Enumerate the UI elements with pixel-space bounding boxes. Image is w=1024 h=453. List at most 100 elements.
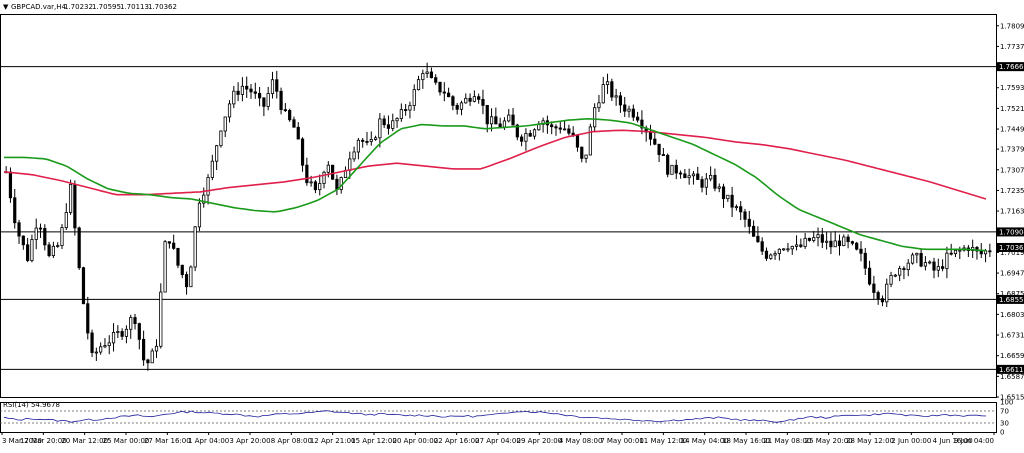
candle [288,108,292,122]
candle [240,77,245,102]
y-tick-label: 1.71630 [1000,208,1024,216]
candle [837,234,842,256]
candle [352,146,356,162]
open-value: 1.70232 [64,3,93,11]
candle [575,133,580,152]
candle [481,89,485,115]
y-tick-label: 1.68750 [1000,290,1024,298]
candle [253,82,257,99]
x-tick-label: 9 Jun 04:00 [954,437,994,445]
candle [133,313,137,330]
candle [34,218,38,250]
candle [373,135,378,141]
candle [296,122,300,140]
candle [318,174,322,196]
candle [661,147,665,156]
candle [17,219,21,244]
y-tick-label: 1.65150 [1000,394,1024,402]
candle [928,260,932,265]
candle [163,239,167,293]
candle [670,164,674,175]
candle [966,244,970,258]
candle [391,113,395,132]
candle [150,348,154,364]
candle [227,100,232,123]
dropdown-icon[interactable]: ▼ [3,3,9,11]
candle [120,328,124,340]
candle [524,128,528,151]
price-tag [997,242,1024,252]
x-tick-label: 18 May 16:00 [722,437,770,445]
candle [678,170,683,179]
candle [68,179,73,215]
candle [893,273,897,278]
candle [562,120,567,131]
x-tick-label: 17 Mar 20:00 [20,437,67,445]
candle [739,201,743,221]
candle [717,183,721,193]
rsi-scale-label: 30 [1000,420,1009,428]
x-tick-label: 4 Jun 16:00 [933,437,973,445]
candle [764,247,769,261]
candle [782,248,786,251]
y-tick-label: 1.74490 [1000,126,1024,134]
candle [124,325,129,344]
candle [189,265,193,288]
candle [438,81,442,96]
candle [850,240,854,246]
candle [627,105,631,118]
candle [408,101,412,119]
candle [769,253,773,260]
candle [541,117,545,133]
candle [932,257,936,279]
rsi-label: RSI(14) 54.9678 [3,401,60,409]
y-tick-label: 1.69470 [1000,270,1024,278]
candle [90,329,94,357]
candle [51,241,56,258]
candle [154,339,159,358]
x-tick-label: 14 May 04:00 [681,437,729,445]
candle [507,109,511,123]
candle [215,144,219,171]
candle [468,93,472,106]
candle [421,69,425,89]
y-tick-label: 1.67310 [1000,332,1024,340]
candle [365,131,369,146]
candle [593,103,597,133]
moving-average-fast-line [4,117,987,252]
candle [455,102,459,115]
candle [361,137,365,148]
price-tag [997,294,1024,304]
candle [219,130,223,148]
candle [794,235,799,251]
candle [941,259,945,272]
candle [249,84,253,99]
candle [601,76,605,104]
candle [605,73,610,94]
candle [936,258,940,278]
candle [167,241,171,249]
candle [511,107,515,126]
candle [331,164,335,180]
candle [159,283,163,349]
x-tick-label: 29 Apr 20:00 [517,437,563,445]
candle [498,117,502,128]
candle [21,235,25,250]
candle [116,325,120,339]
candle [820,228,824,249]
candle [77,226,81,270]
candle [103,338,107,349]
candle [631,104,635,121]
candle [343,166,348,179]
candle [747,210,751,234]
candle [636,111,640,123]
close-value: 1.70362 [148,3,177,11]
candle [13,188,17,229]
y-tick-label: 1.66590 [1000,352,1024,360]
candle [580,146,584,163]
y-tick-label: 1.75930 [1000,84,1024,92]
y-tick-label: 1.73070 [1000,166,1024,174]
x-tick-label: 25 May 20:00 [805,437,853,445]
symbol-label[interactable]: GBPCAD.var,H4 [11,3,67,11]
